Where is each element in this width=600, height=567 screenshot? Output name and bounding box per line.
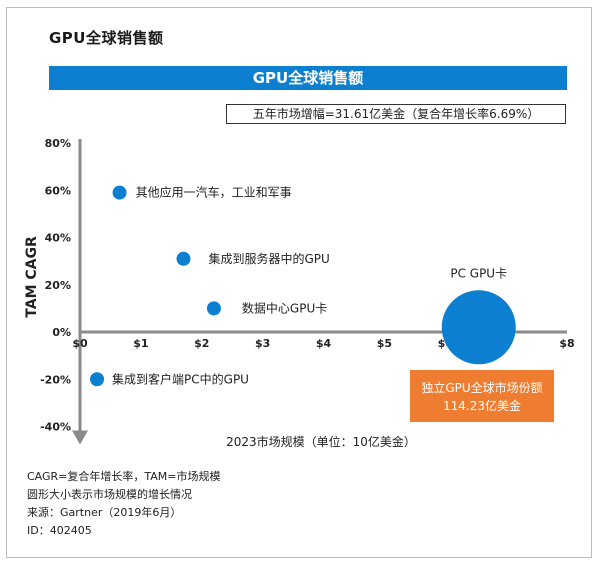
bubble <box>90 372 105 387</box>
chart-title-banner: GPU全球销售额 <box>49 66 567 90</box>
y-axis-title: TAM CAGR <box>24 236 40 318</box>
x-tick-label: $0 <box>72 337 88 350</box>
y-tick-label: 60% <box>45 184 71 197</box>
y-tick-label: -20% <box>40 373 71 386</box>
x-axis-title: 2023市场规模（单位：10亿美金） <box>226 434 416 449</box>
market-share-callout <box>410 370 554 422</box>
bubble-label: 集成到客户端PC中的GPU <box>112 371 249 386</box>
bubble-label: 集成到服务器中的GPU <box>208 251 329 266</box>
bubble <box>176 251 191 266</box>
y-axis-arrow <box>72 430 88 445</box>
page-title: GPU全球销售额 <box>49 29 164 47</box>
callout-line-1: 独立GPU全球市场份额 <box>421 380 542 395</box>
bubble <box>441 290 516 365</box>
bubble <box>112 185 127 200</box>
x-tick-label: $3 <box>255 337 270 350</box>
x-tick-label: $8 <box>559 337 574 350</box>
y-tick-label: 20% <box>45 279 71 292</box>
bubble-label: PC GPU卡 <box>450 266 507 280</box>
bubble-label: 数据中心GPU卡 <box>242 300 327 315</box>
x-tick-label: $2 <box>194 337 209 350</box>
bubble <box>206 301 221 316</box>
y-tick-label: -40% <box>40 421 71 434</box>
y-tick-label: 40% <box>45 232 71 245</box>
x-tick-label: $5 <box>377 337 392 350</box>
footnote-bubble-size: 圆形大小表示市场规模的增长情况 <box>27 488 192 501</box>
footnote-source: 来源：Gartner（2019年6月） <box>27 506 182 519</box>
callout-line-2: 114.23亿美金 <box>443 398 521 413</box>
x-tick-label: $4 <box>316 337 332 350</box>
growth-note-box: 五年市场增幅=31.61亿美金（复合年增长率6.69%） <box>226 104 566 124</box>
y-tick-label: 0% <box>52 326 71 339</box>
footnote-abbreviations: CAGR=复合年增长率，TAM=市场规模 <box>27 470 221 483</box>
bubble-label: 其他应用一汽车，工业和军事 <box>136 185 292 200</box>
footnotes: CAGR=复合年增长率，TAM=市场规模 圆形大小表示市场规模的增长情况 来源：… <box>27 468 221 540</box>
y-tick-label: 80% <box>45 137 71 150</box>
footnote-id: ID：402405 <box>27 524 92 537</box>
x-tick-label: $1 <box>133 337 148 350</box>
chart-frame <box>6 7 592 558</box>
